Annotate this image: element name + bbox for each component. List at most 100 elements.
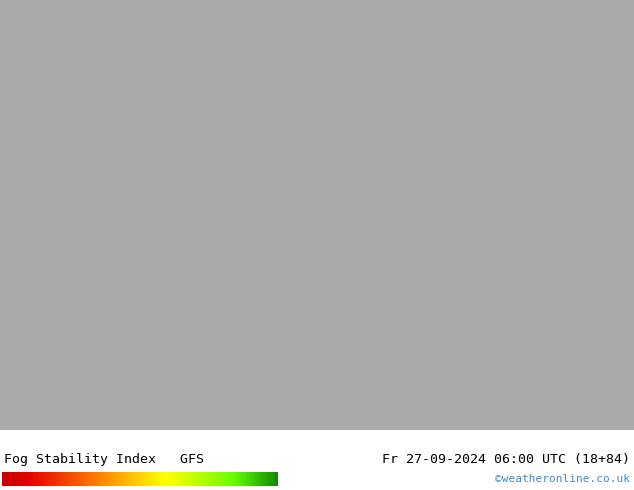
Bar — [93, 472, 94, 486]
Bar — [123, 472, 124, 486]
Bar — [159, 472, 160, 486]
Bar — [113, 472, 114, 486]
Bar — [230, 472, 231, 486]
Bar — [53, 472, 54, 486]
Bar — [134, 472, 136, 486]
Bar — [17, 472, 18, 486]
Bar — [276, 472, 277, 486]
Bar — [102, 472, 103, 486]
Bar — [108, 472, 109, 486]
Bar — [11, 472, 13, 486]
Bar — [138, 472, 139, 486]
Bar — [178, 472, 179, 486]
Bar — [114, 472, 115, 486]
Bar — [80, 472, 81, 486]
Bar — [195, 472, 196, 486]
Bar — [194, 472, 195, 486]
Bar — [223, 472, 224, 486]
Bar — [188, 472, 190, 486]
Bar — [243, 472, 245, 486]
Bar — [205, 472, 206, 486]
Bar — [219, 472, 220, 486]
Bar — [181, 472, 182, 486]
Bar — [210, 472, 211, 486]
Bar — [131, 472, 133, 486]
Bar — [256, 472, 257, 486]
Bar — [260, 472, 261, 486]
Bar — [237, 472, 238, 486]
Bar — [226, 472, 228, 486]
Bar — [224, 472, 225, 486]
Bar — [37, 472, 39, 486]
Bar — [193, 472, 194, 486]
Bar — [198, 472, 199, 486]
Bar — [236, 472, 237, 486]
Bar — [235, 472, 236, 486]
Bar — [84, 472, 85, 486]
Bar — [245, 472, 247, 486]
Bar — [176, 472, 177, 486]
Bar — [158, 472, 159, 486]
Bar — [151, 472, 152, 486]
Bar — [163, 472, 164, 486]
Bar — [68, 472, 69, 486]
Bar — [216, 472, 217, 486]
Bar — [150, 472, 151, 486]
Bar — [91, 472, 93, 486]
Bar — [49, 472, 51, 486]
Bar — [137, 472, 138, 486]
Bar — [275, 472, 276, 486]
Bar — [261, 472, 262, 486]
Bar — [145, 472, 146, 486]
Bar — [183, 472, 184, 486]
Bar — [170, 472, 171, 486]
Bar — [239, 472, 240, 486]
Bar — [157, 472, 158, 486]
Bar — [23, 472, 25, 486]
Bar — [146, 472, 148, 486]
Bar — [98, 472, 99, 486]
Bar — [79, 472, 80, 486]
Bar — [25, 472, 26, 486]
Bar — [75, 472, 76, 486]
Bar — [202, 472, 204, 486]
Bar — [271, 472, 273, 486]
Bar — [251, 472, 252, 486]
Bar — [262, 472, 263, 486]
Bar — [174, 472, 176, 486]
Bar — [208, 472, 209, 486]
Bar — [240, 472, 242, 486]
Bar — [242, 472, 243, 486]
Bar — [273, 472, 274, 486]
Bar — [204, 472, 205, 486]
Bar — [30, 472, 31, 486]
Bar — [209, 472, 210, 486]
Bar — [103, 472, 105, 486]
Bar — [254, 472, 256, 486]
Bar — [184, 472, 185, 486]
Bar — [62, 472, 63, 486]
Bar — [200, 472, 202, 486]
Bar — [19, 472, 20, 486]
Bar — [211, 472, 212, 486]
Bar — [234, 472, 235, 486]
Bar — [214, 472, 216, 486]
Bar — [74, 472, 75, 486]
Bar — [63, 472, 65, 486]
Bar — [3, 472, 4, 486]
Bar — [99, 472, 100, 486]
Bar — [128, 472, 129, 486]
Bar — [56, 472, 57, 486]
Bar — [136, 472, 137, 486]
Bar — [259, 472, 260, 486]
Bar — [172, 472, 174, 486]
Bar — [15, 472, 16, 486]
Bar — [133, 472, 134, 486]
Bar — [217, 472, 219, 486]
Bar — [129, 472, 131, 486]
Bar — [36, 472, 37, 486]
Bar — [105, 472, 107, 486]
Bar — [54, 472, 55, 486]
Bar — [100, 472, 101, 486]
Bar — [85, 472, 86, 486]
